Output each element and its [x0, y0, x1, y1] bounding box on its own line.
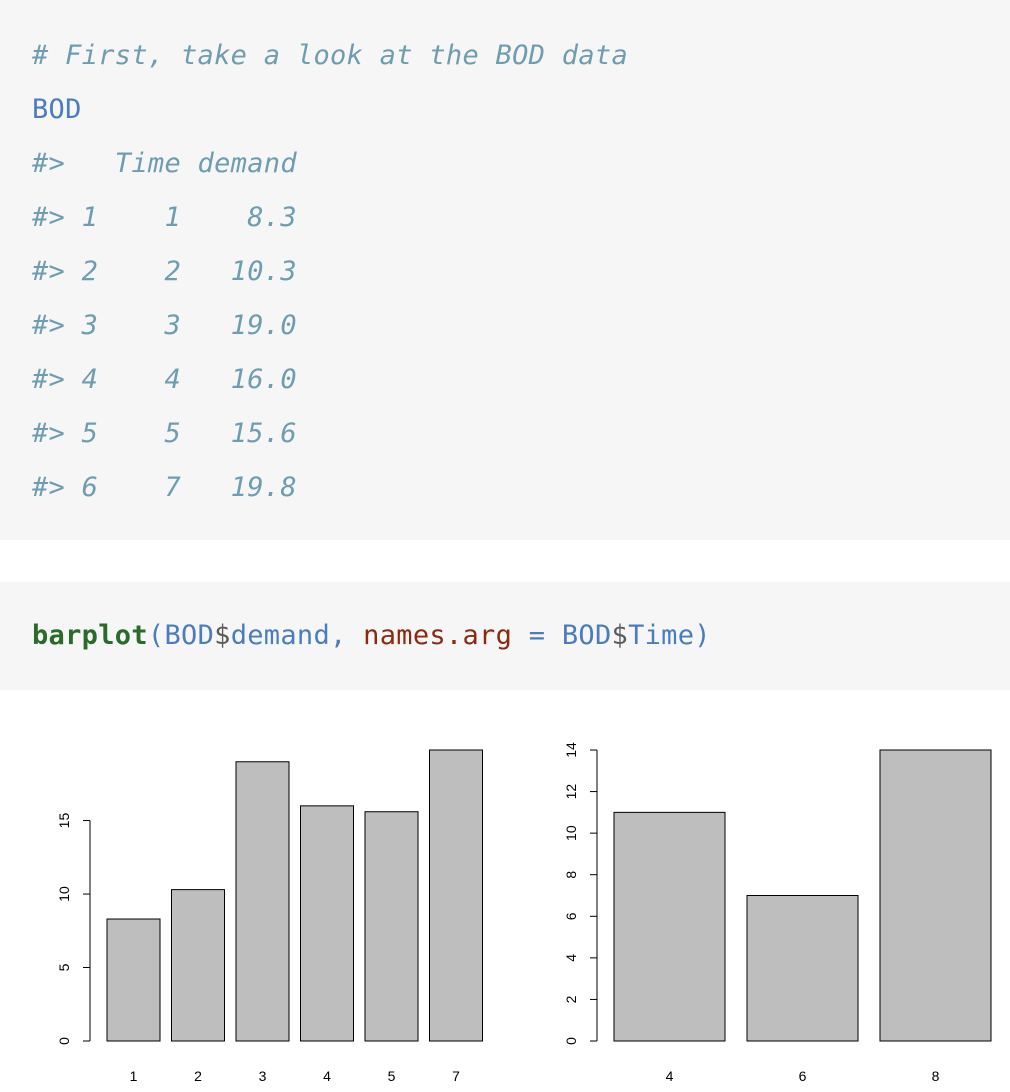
- y-tick-label: 10: [563, 825, 579, 841]
- y-tick-label: 2: [563, 995, 579, 1003]
- field-name: Time: [628, 620, 695, 651]
- x-tick-label: 7: [452, 1068, 460, 1084]
- argument-name: names.arg: [363, 620, 513, 651]
- bar-4: [300, 805, 354, 1042]
- equals-operator: =: [512, 620, 562, 651]
- output-row-line: #> 1 1 8.3: [32, 202, 297, 233]
- open-paren: (: [147, 620, 165, 651]
- y-tick-label: 0: [563, 1037, 579, 1045]
- output-row-line: #> 4 4 16.0: [32, 364, 297, 395]
- bar-chart-counts: 0 2 4 6 8 10 12 14 4 6 8: [563, 742, 992, 1084]
- code-comment-line: # First, take a look at the BOD data: [32, 40, 628, 71]
- bar-5: [364, 811, 419, 1042]
- output-header-line: #> Time demand: [32, 148, 297, 179]
- bar-1: [106, 918, 161, 1042]
- y-tick-label: 4: [563, 954, 579, 962]
- comma: ,: [330, 620, 364, 651]
- x-tick-label: 2: [194, 1068, 202, 1084]
- function-name: barplot: [32, 620, 148, 651]
- y-tick-label: 12: [563, 784, 579, 800]
- field-name: demand: [230, 620, 331, 651]
- bar-4: [613, 811, 726, 1042]
- x-tick-label: 8: [932, 1068, 940, 1084]
- code-call-block: barplot(BOD$demand, names.arg = BOD$Time…: [0, 582, 1010, 690]
- output-row-line: #> 3 3 19.0: [32, 310, 297, 341]
- y-tick-label: 15: [56, 813, 72, 829]
- dollar-operator: $: [611, 620, 629, 651]
- code-output-block: # First, take a look at the BOD data BOD…: [0, 0, 1010, 540]
- output-row-line: #> 5 5 15.6: [32, 418, 297, 449]
- output-row-line: #> 6 7 19.8: [32, 472, 297, 503]
- dollar-operator: $: [214, 620, 231, 651]
- bar-6: [746, 895, 859, 1042]
- x-tick-label: 4: [666, 1068, 674, 1084]
- y-tick-label: 6: [563, 912, 579, 920]
- object-name: BOD: [164, 620, 215, 651]
- close-paren: ): [694, 620, 711, 651]
- x-tick-label: 6: [799, 1068, 807, 1084]
- bar-3: [235, 761, 290, 1042]
- y-tick-label: 0: [56, 1037, 72, 1045]
- code-object-line: BOD: [32, 94, 82, 125]
- x-tick-label: 3: [259, 1068, 267, 1084]
- output-row-line: #> 2 2 10.3: [32, 256, 297, 287]
- x-tick-label: 4: [323, 1068, 331, 1084]
- bar-7: [429, 749, 483, 1042]
- y-tick-label: 8: [563, 871, 579, 879]
- y-tick-label: 10: [56, 886, 72, 902]
- y-tick-label: 14: [563, 742, 579, 758]
- object-name: BOD: [561, 620, 612, 651]
- y-tick-label: 5: [56, 963, 72, 971]
- bar-2: [171, 889, 225, 1042]
- bar-8: [879, 749, 992, 1042]
- x-tick-label: 5: [388, 1068, 396, 1084]
- bar-chart-demand: 0 5 10 15 1 2 3 4 5 7: [56, 749, 483, 1084]
- barplot-call-line: barplot(BOD$demand, names.arg = BOD$Time…: [32, 620, 711, 652]
- x-tick-label: 1: [130, 1068, 138, 1084]
